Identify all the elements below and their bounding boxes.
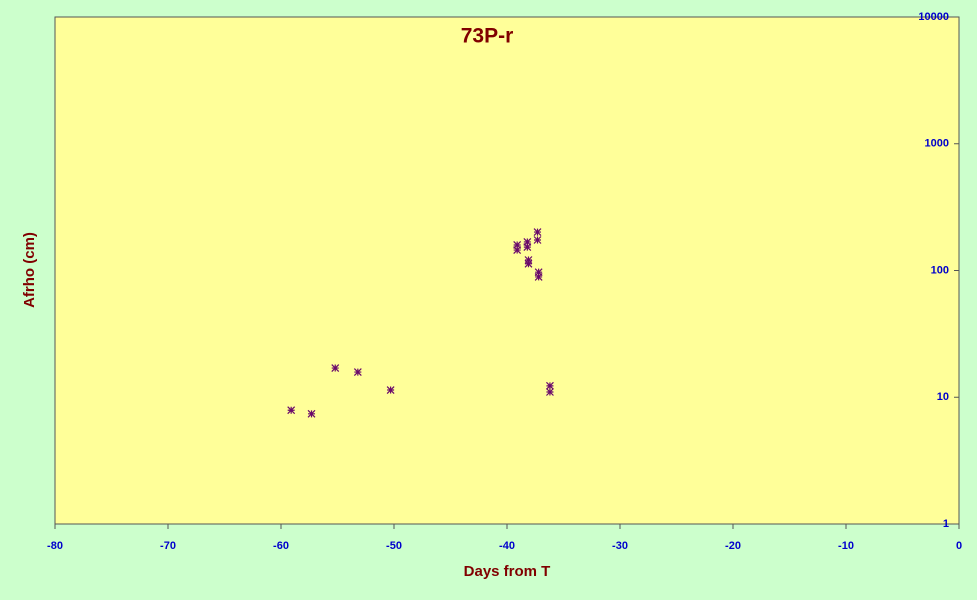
point xyxy=(353,368,362,376)
x-axis-label: Days from T xyxy=(464,563,551,580)
point xyxy=(534,272,543,281)
y-tick-label: 1000 xyxy=(925,138,949,150)
point xyxy=(513,246,522,254)
chart-title: 73P-r xyxy=(461,25,514,48)
point xyxy=(533,228,542,236)
point xyxy=(534,268,543,277)
y-tick-label: 1 xyxy=(943,518,949,530)
x-tick-label: -60 xyxy=(273,540,289,552)
point xyxy=(524,256,533,264)
point xyxy=(546,381,554,390)
point xyxy=(331,364,340,372)
x-tick-label: 0 xyxy=(956,540,962,552)
point xyxy=(546,388,554,396)
point xyxy=(513,241,522,249)
x-tick-label: -70 xyxy=(160,540,176,552)
x-tick-label: -30 xyxy=(612,540,628,552)
x-tick-label: -40 xyxy=(499,540,515,552)
point xyxy=(533,236,542,244)
y-tick-label: 100 xyxy=(931,264,949,276)
x-tick-label: -80 xyxy=(47,540,63,552)
point xyxy=(287,406,296,415)
y-tick-label: 10 xyxy=(937,391,949,403)
x-tick-label: -50 xyxy=(386,540,402,552)
y-axis-label: Afrho (cm) xyxy=(21,232,38,308)
plot-area xyxy=(54,16,960,525)
point xyxy=(386,386,395,394)
x-tick-label: -10 xyxy=(838,540,854,552)
y-tick-label: 10000 xyxy=(918,11,949,23)
point xyxy=(523,243,532,252)
x-tick-label: -20 xyxy=(725,540,741,552)
point xyxy=(307,409,316,418)
point xyxy=(524,259,533,268)
point xyxy=(523,238,532,246)
